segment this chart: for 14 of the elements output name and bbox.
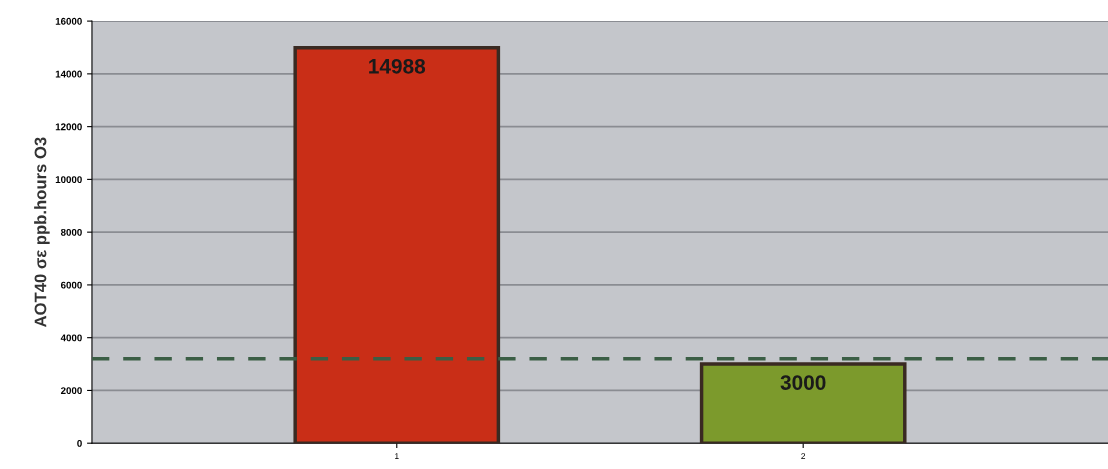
- y-tick-label: 14000: [55, 70, 82, 78]
- y-axis-title: AOT40 σε ppb.hours O3: [34, 137, 50, 328]
- y-tick-label: 12000: [55, 123, 82, 131]
- y-tick-label: 4000: [60, 334, 82, 342]
- y-tick-label: 2000: [60, 387, 82, 395]
- x-tick-label: 1: [395, 453, 399, 459]
- x-tick-label: 2: [801, 453, 806, 459]
- y-tick-label: 16000: [55, 17, 82, 25]
- data-label: 14988: [369, 58, 426, 74]
- y-tick-label: 10000: [55, 176, 82, 184]
- data-label: 3000: [780, 375, 826, 390]
- y-tick-label: 8000: [60, 228, 82, 236]
- y-tick-label: 6000: [60, 281, 82, 289]
- y-tick-label: 0: [77, 439, 82, 447]
